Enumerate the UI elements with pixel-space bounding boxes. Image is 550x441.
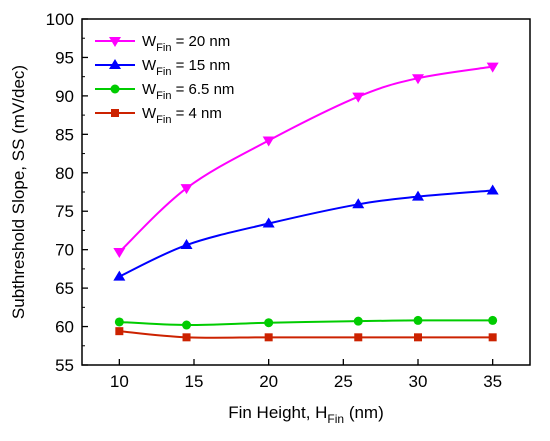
y-axis-label: Subthreshold Slope, SS (mV/dec)	[9, 65, 28, 319]
y-tick-label: 95	[55, 48, 74, 67]
legend-marker	[109, 37, 121, 47]
x-tick-label: 20	[259, 372, 278, 391]
x-axis-label-unit: (nm)	[344, 403, 384, 422]
data-point	[180, 239, 193, 250]
legend-label: WFin = 4 nm	[142, 105, 222, 126]
data-point	[114, 317, 124, 327]
legend-label: WFin = 6.5 nm	[142, 81, 234, 102]
x-tick-label: 15	[185, 372, 204, 391]
data-point	[182, 320, 192, 330]
data-point	[182, 333, 191, 342]
series-line	[118, 189, 493, 278]
y-tick-label: 55	[55, 356, 74, 375]
series-3	[115, 327, 497, 342]
legend-label: WFin = 20 nm	[142, 33, 230, 54]
series-layer	[113, 62, 499, 342]
data-point	[262, 217, 275, 228]
x-tick-label: 10	[110, 372, 129, 391]
legend-marker	[109, 59, 121, 69]
legend-item: WFin = 4 nm	[95, 105, 222, 126]
data-point	[352, 198, 365, 209]
data-point	[352, 92, 365, 103]
legend-marker	[111, 109, 119, 117]
data-point	[264, 333, 273, 342]
y-tick-label: 70	[55, 241, 74, 260]
data-point	[486, 184, 499, 195]
y-tick-label: 65	[55, 279, 74, 298]
legend: WFin = 20 nm WFin = 15 nm WFin = 6.5 nm WFi…	[95, 33, 234, 126]
data-point	[413, 315, 423, 325]
data-point	[488, 333, 497, 342]
data-point	[354, 333, 363, 342]
data-point	[180, 184, 193, 195]
data-point	[414, 333, 422, 342]
legend-item: WFin = 20 nm	[95, 33, 230, 54]
series-line	[119, 319, 493, 327]
legend-marker	[110, 84, 120, 94]
x-axis-label: Fin Height, HFin (nm)	[228, 403, 384, 426]
x-axis-label-text: Fin Height, H	[228, 403, 327, 422]
y-tick-label: 60	[55, 318, 74, 337]
x-tick-label: 35	[483, 372, 502, 391]
series-1	[113, 184, 499, 281]
tick-layer: 10 15 20 25 30 35 55 60 65 70 75 80 85 90 95 100	[46, 10, 503, 391]
y-tick-label: 100	[46, 10, 74, 29]
x-tick-label: 25	[334, 372, 353, 391]
y-tick-label: 90	[55, 87, 74, 106]
series-line	[119, 330, 493, 339]
x-tick-label: 30	[409, 372, 428, 391]
data-point	[486, 62, 499, 73]
data-point	[113, 270, 126, 281]
series-2	[114, 315, 498, 330]
y-tick-label: 80	[55, 164, 74, 183]
y-tick-label: 85	[55, 125, 74, 144]
series-0	[113, 62, 499, 258]
y-tick-label: 75	[55, 202, 74, 221]
data-point	[412, 190, 424, 201]
legend-item: WFin = 15 nm	[95, 57, 230, 78]
data-point	[264, 318, 274, 328]
data-point	[353, 316, 363, 326]
data-point	[488, 315, 498, 325]
data-point	[113, 247, 126, 258]
legend-label: WFin = 15 nm	[142, 57, 230, 78]
legend-item: WFin = 6.5 nm	[95, 81, 234, 102]
data-point	[115, 327, 124, 336]
x-axis-label-subscript: Fin	[327, 412, 344, 426]
data-point	[262, 136, 275, 147]
data-point	[412, 74, 424, 85]
